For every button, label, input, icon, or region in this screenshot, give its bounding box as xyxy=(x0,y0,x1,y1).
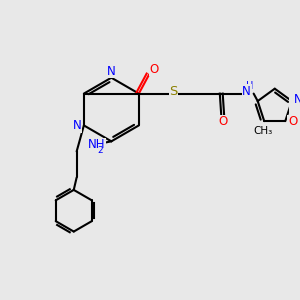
Text: NH: NH xyxy=(88,138,105,151)
Text: CH₃: CH₃ xyxy=(253,126,272,136)
Text: N: N xyxy=(73,119,82,132)
Text: N: N xyxy=(107,65,116,78)
Text: 2: 2 xyxy=(98,146,103,155)
Text: O: O xyxy=(288,115,297,128)
Text: N: N xyxy=(294,93,300,106)
Text: H: H xyxy=(246,81,253,91)
Text: O: O xyxy=(149,62,159,76)
Text: O: O xyxy=(218,115,227,128)
Text: N: N xyxy=(242,85,251,98)
Text: S: S xyxy=(169,85,178,98)
